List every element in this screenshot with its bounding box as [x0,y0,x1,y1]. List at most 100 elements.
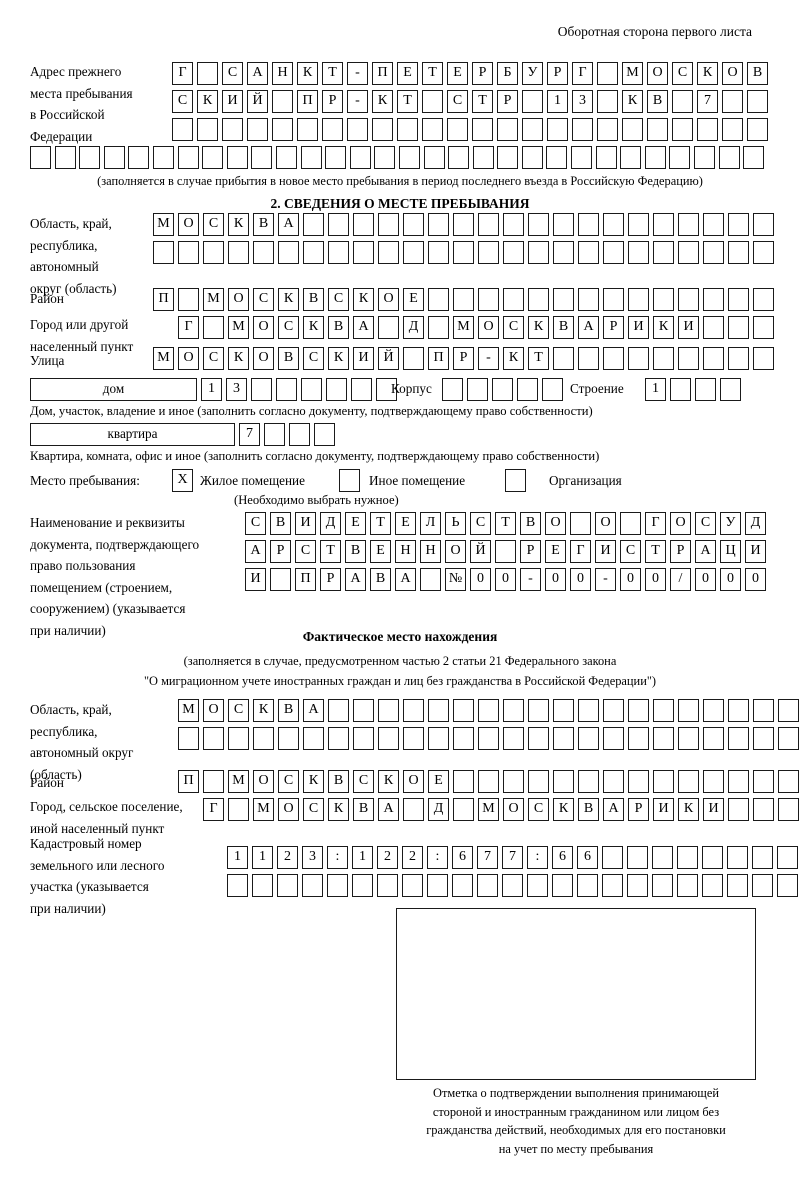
document-row-3-cell-8[interactable] [420,568,441,591]
city-row-cell-3[interactable]: М [228,316,249,339]
prev-address-row-4-cell-4[interactable] [103,146,125,169]
prev-address-row-3-cell-3[interactable] [222,118,243,141]
actual-region-row-2-cell-18[interactable] [603,727,624,750]
region-row-2-cell-2[interactable] [178,241,199,264]
prev-address-row-3-cell-17[interactable] [572,118,593,141]
prev-address-row-1-cell-15[interactable]: У [522,62,543,85]
region-row-2-cell-18[interactable] [578,241,599,264]
prev-address-row-4-cell-13[interactable] [325,146,347,169]
actual-district-row-cell-14[interactable] [503,770,524,793]
actual-city-row-cell-22[interactable] [728,798,749,821]
prev-address-row-3[interactable] [172,118,768,141]
document-row-3[interactable]: И П Р А В А № 0 0-0 0-0 0/0 0 0 [245,568,766,591]
actual-region-row-2-cell-13[interactable] [478,727,499,750]
document-row-3-cell-10[interactable]: 0 [470,568,491,591]
actual-district-row-cell-3[interactable]: М [228,770,249,793]
document-row-1-cell-11[interactable]: Т [495,512,516,535]
prev-address-row-2-cell-22[interactable]: 7 [697,90,718,113]
cadastral-row-1-cell-3[interactable]: 2 [277,846,298,869]
cadastral-row-1-cell-14[interactable]: 6 [552,846,573,869]
region-row-1-cell-13[interactable] [453,213,474,236]
cadastral-row-2-cell-1[interactable] [227,874,248,897]
document-row-3-cell-12[interactable]: - [520,568,541,591]
street-row-cell-14[interactable]: - [478,347,499,370]
cadastral-row-1-cell-15[interactable]: 6 [577,846,598,869]
document-row-1-cell-13[interactable]: О [545,512,566,535]
prev-address-row-4-cell-28[interactable] [694,146,716,169]
flat-number-cells-cell-4[interactable] [314,423,335,446]
region-row-1-cell-1[interactable]: М [153,213,174,236]
actual-region-row-1-cell-17[interactable] [578,699,599,722]
region-row-2-cell-21[interactable] [653,241,674,264]
actual-district-row-cell-22[interactable] [703,770,724,793]
cadastral-row-1-cell-6[interactable]: 1 [352,846,373,869]
prev-address-row-3-cell-24[interactable] [747,118,768,141]
actual-region-row-1-cell-19[interactable] [628,699,649,722]
prev-address-row-4-cell-29[interactable] [718,146,740,169]
cadastral-row-1-cell-9[interactable]: : [427,846,448,869]
district-row-cell-17[interactable] [553,288,574,311]
district-row-cell-19[interactable] [603,288,624,311]
document-row-2-cell-19[interactable]: А [695,540,716,563]
cadastral-row-1-cell-19[interactable] [677,846,698,869]
prev-address-row-2-cell-15[interactable] [522,90,543,113]
korpus-cells-cell-2[interactable] [467,378,488,401]
prev-address-row-4-cell-27[interactable] [669,146,691,169]
city-row-cell-20[interactable]: К [653,316,674,339]
street-row-cell-23[interactable] [703,347,724,370]
region-row-2-cell-4[interactable] [228,241,249,264]
document-row-2-cell-11[interactable] [495,540,516,563]
region-row-2-cell-11[interactable] [403,241,424,264]
document-row-2-cell-17[interactable]: Т [645,540,666,563]
actual-city-row-cell-15[interactable]: К [553,798,574,821]
street-row-cell-16[interactable]: Т [528,347,549,370]
district-row-cell-2[interactable] [178,288,199,311]
actual-region-row-2-cell-23[interactable] [728,727,749,750]
actual-city-row-cell-3[interactable]: М [253,798,274,821]
prev-address-row-3-cell-20[interactable] [647,118,668,141]
document-row-2-cell-15[interactable]: И [595,540,616,563]
document-row-1-cell-7[interactable]: Е [395,512,416,535]
region-row-1-cell-2[interactable]: О [178,213,199,236]
actual-city-row-cell-10[interactable]: Д [428,798,449,821]
prev-address-row-4-cell-21[interactable] [521,146,543,169]
stroenie-cells-cell-3[interactable] [695,378,716,401]
region-row-1-cell-24[interactable] [728,213,749,236]
actual-region-row-2-cell-19[interactable] [628,727,649,750]
cadastral-row-2-cell-21[interactable] [727,874,748,897]
actual-city-row-cell-4[interactable]: О [278,798,299,821]
stroenie-cells-cell-2[interactable] [670,378,691,401]
prev-address-row-2-cell-5[interactable] [272,90,293,113]
document-row-2-cell-5[interactable]: В [345,540,366,563]
actual-region-row-2-cell-11[interactable] [428,727,449,750]
document-row-3-cell-5[interactable]: А [345,568,366,591]
document-row-2-cell-4[interactable]: Т [320,540,341,563]
prev-address-row-4-cell-8[interactable] [202,146,224,169]
cadastral-row-2-cell-14[interactable] [552,874,573,897]
region-row-2-cell-7[interactable] [303,241,324,264]
house-number-cells-cell-1[interactable]: 1 [201,378,222,401]
prev-address-row-4-cell-18[interactable] [448,146,470,169]
cadastral-row-2-cell-5[interactable] [327,874,348,897]
actual-region-row-1-cell-14[interactable] [503,699,524,722]
actual-district-row-cell-2[interactable] [203,770,224,793]
prev-address-row-3-cell-2[interactable] [197,118,218,141]
document-row-1-cell-6[interactable]: Т [370,512,391,535]
document-row-2-cell-16[interactable]: С [620,540,641,563]
cadastral-row-2-cell-8[interactable] [402,874,423,897]
prev-address-row-1-cell-3[interactable]: С [222,62,243,85]
house-number-cells-cell-2[interactable]: 3 [226,378,247,401]
actual-district-row-cell-10[interactable]: О [403,770,424,793]
district-row-cell-12[interactable] [428,288,449,311]
document-row-3-cell-14[interactable]: 0 [570,568,591,591]
prev-address-row-3-cell-4[interactable] [247,118,268,141]
prev-address-row-1-cell-24[interactable]: В [747,62,768,85]
city-row-cell-12[interactable]: М [453,316,474,339]
cadastral-row-1-cell-8[interactable]: 2 [402,846,423,869]
document-row-3-cell-11[interactable]: 0 [495,568,516,591]
prev-address-row-2-cell-19[interactable]: К [622,90,643,113]
